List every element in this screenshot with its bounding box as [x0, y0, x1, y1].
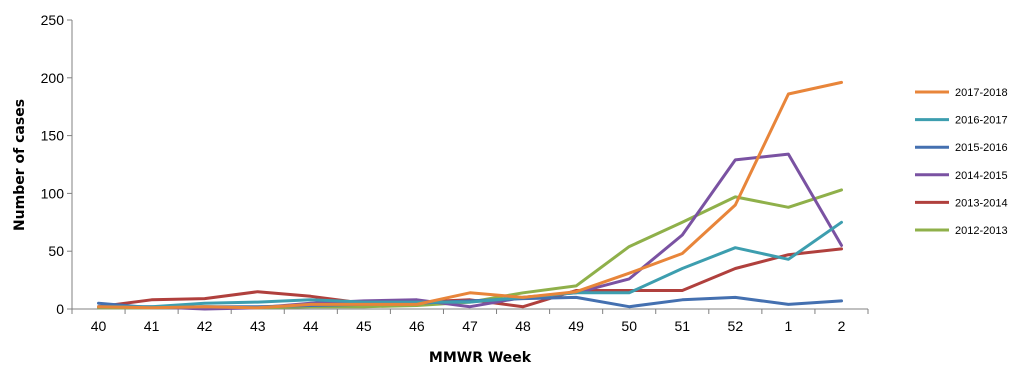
legend-label: 2015-2016	[955, 142, 1008, 154]
legend-label: 2012-2013	[955, 225, 1008, 237]
series-lines	[97, 80, 843, 311]
legend-label: 2017-2018	[955, 87, 1008, 99]
x-tick-label: 45	[356, 318, 372, 334]
y-tick-label: 100	[41, 185, 65, 201]
x-tick-label: 51	[674, 318, 690, 334]
x-tick-label: 50	[621, 318, 637, 334]
legend-label: 2014-2015	[955, 170, 1008, 182]
series-line-2017-2018	[97, 80, 843, 310]
y-tick-label: 50	[48, 243, 64, 259]
x-axis-ticks: 40 41 42 43 44 45 46 47 48 49 50 51 52 1 2	[71, 309, 869, 334]
x-tick-label: 43	[250, 318, 266, 334]
legend-label: 2013-2014	[955, 197, 1008, 209]
x-tick-label: 1	[785, 318, 793, 334]
x-tick-label: 52	[728, 318, 744, 334]
y-tick-label: 150	[41, 128, 65, 144]
x-tick-label: 44	[303, 318, 319, 334]
y-tick-label: 250	[41, 12, 65, 28]
y-axis-ticks: 0 50 100 150 200 250	[41, 12, 72, 317]
x-tick-label: 46	[409, 318, 425, 334]
x-tick-label: 48	[515, 318, 531, 334]
y-axis-title: Number of cases	[12, 99, 28, 231]
series-line-2014-2015	[97, 152, 843, 311]
x-axis-title: MMWR Week	[429, 350, 532, 366]
legend: 2017-2018 2016-2017 2015-2016 2014-2015 2013…	[915, 87, 1008, 237]
y-tick-label: 200	[41, 70, 65, 86]
x-tick-label: 49	[568, 318, 584, 334]
x-tick-label: 42	[197, 318, 213, 334]
legend-label: 2016-2017	[955, 115, 1008, 127]
y-tick-label: 0	[56, 301, 64, 317]
x-tick-label: 47	[462, 318, 478, 334]
x-tick-label: 41	[144, 318, 160, 334]
x-tick-label: 2	[838, 318, 846, 334]
x-tick-label: 40	[91, 318, 107, 334]
series-line-2016-2017	[97, 220, 843, 309]
